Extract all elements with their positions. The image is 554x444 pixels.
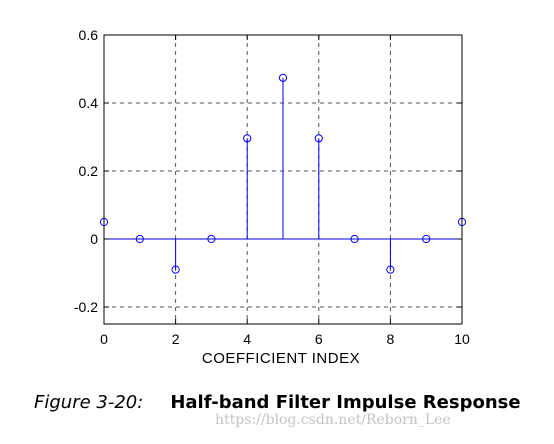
y-tick-label: 0.6 (79, 27, 99, 43)
stem-marker (386, 265, 395, 274)
stem-marker (422, 234, 431, 244)
stem-marker (171, 265, 180, 274)
x-tick-label: 6 (315, 331, 323, 347)
watermark-text: https://blog.csdn.net/Reborn_Lee (215, 412, 451, 428)
y-axis-ticks: -0.2 0 0.2 0.4 0.6 (74, 27, 462, 315)
x-axis-label: COEFFICIENT INDEX (202, 350, 360, 367)
stem-marker (314, 134, 323, 143)
y-tick-label: 0 (90, 231, 98, 247)
figure-title: Half-band Filter Impulse Response (170, 392, 521, 413)
stem-marker (135, 234, 144, 244)
y-tick-label: 0.4 (79, 95, 99, 111)
stem-marker (350, 234, 359, 244)
stem-chart: 0 2 4 6 8 10 -0.200.20.40.6 COEFFICIENT INDEX (74, 27, 470, 367)
figure-caption: Figure 3-20: Half-band Filter Impulse Re… (34, 392, 521, 413)
y-tick-label: 0.2 (79, 163, 99, 179)
stem-series (99, 73, 467, 274)
x-tick-label: 2 (172, 331, 180, 347)
x-tick-label: 10 (454, 331, 470, 347)
x-axis-ticks: 0 2 4 6 8 10 (100, 35, 470, 347)
plot-frame (103, 34, 463, 325)
x-tick-label: 8 (387, 331, 395, 347)
x-tick-label: 0 (100, 331, 108, 347)
x-tick-label: 4 (243, 331, 251, 347)
stem-marker (243, 134, 252, 143)
stem-marker (207, 234, 216, 244)
figure-number: Figure 3-20: (34, 392, 144, 413)
y-tick-label: -0.2 (74, 299, 98, 315)
stem-marker (278, 73, 288, 82)
